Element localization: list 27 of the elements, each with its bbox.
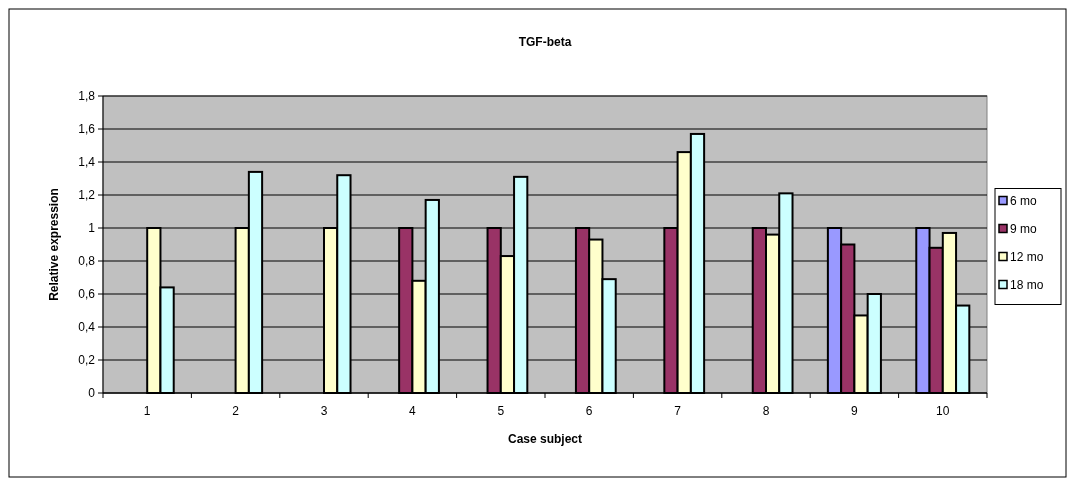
x-tick-label: 3 xyxy=(320,404,328,418)
y-tick-label: 0,6 xyxy=(78,287,96,302)
x-tick-label: 7 xyxy=(674,404,682,418)
x-tick-label: 9 xyxy=(851,404,859,418)
x-tick-label: 5 xyxy=(497,404,505,418)
y-tick-label: 0,8 xyxy=(78,254,96,269)
x-tick-label: 10 xyxy=(936,404,950,418)
legend-label: 9 mo xyxy=(1010,221,1037,236)
y-tick-label: 1,4 xyxy=(78,155,96,170)
legend-label: 18 mo xyxy=(1010,277,1044,292)
x-tick-label: 2 xyxy=(232,404,240,418)
y-tick-label: 0,2 xyxy=(78,353,96,368)
x-axis-title: Case subject xyxy=(507,432,583,446)
x-tick-label: 6 xyxy=(585,404,593,418)
x-tick-label: 1 xyxy=(143,404,151,418)
x-tick-label: 4 xyxy=(409,404,417,418)
y-tick-label: 1,8 xyxy=(78,89,96,104)
y-axis-title: Relative expression xyxy=(47,188,61,301)
y-tick-label: 1,6 xyxy=(78,122,96,137)
y-tick-label: 0,4 xyxy=(78,320,96,335)
y-tick-label: 1,2 xyxy=(78,188,96,203)
x-tick-label: 8 xyxy=(762,404,770,418)
y-tick-label: 1 xyxy=(88,221,96,236)
chart-title: TGF-beta xyxy=(518,35,572,49)
legend-label: 6 mo xyxy=(1010,193,1037,208)
y-tick-label: 0 xyxy=(88,386,96,401)
legend-label: 12 mo xyxy=(1010,249,1044,264)
